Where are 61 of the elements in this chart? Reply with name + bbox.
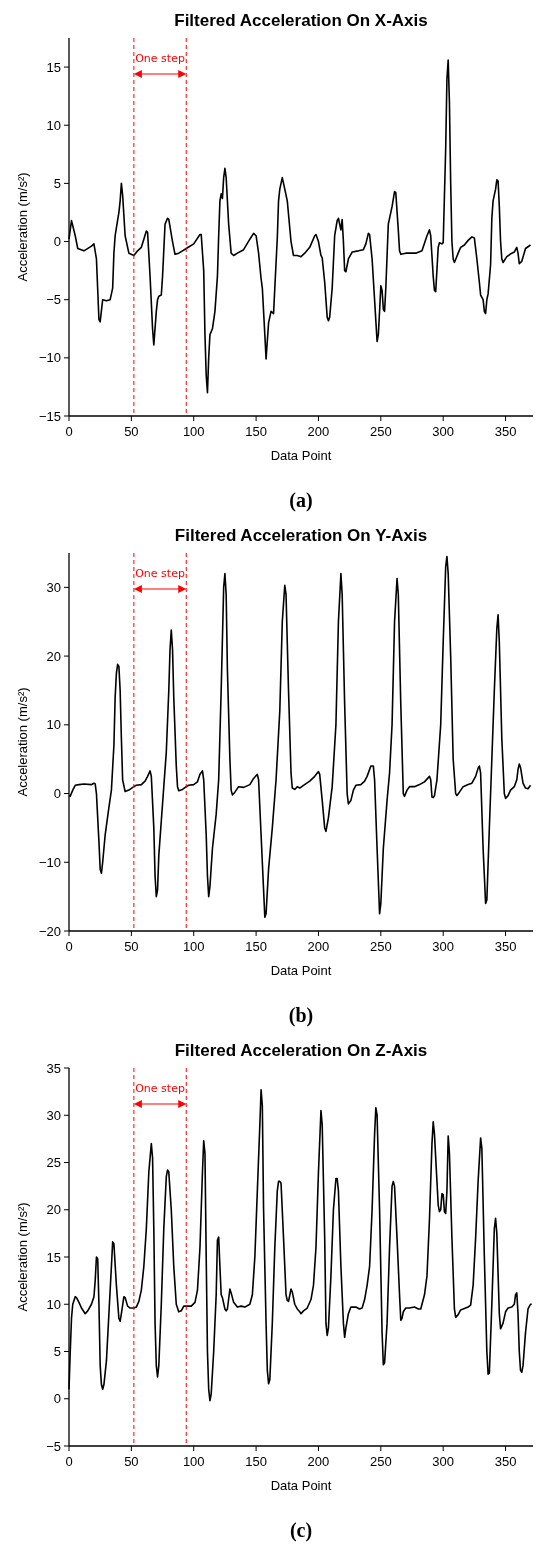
x-tick-label: 50 [124, 1454, 139, 1469]
x-tick-label: 100 [182, 424, 205, 439]
y-tick-label: 10 [46, 117, 61, 133]
y-tick-label: 5 [53, 1344, 61, 1359]
x-tick-label: 200 [307, 1454, 330, 1469]
y-tick-label: 30 [46, 579, 61, 595]
y-tick-label: 15 [46, 59, 61, 75]
annotation: One step [135, 52, 185, 65]
chart-title: Filtered Acceleration On Z-Axis [174, 1041, 428, 1060]
x-tick-label: 200 [307, 424, 330, 439]
y-tick-label: 20 [46, 1202, 61, 1218]
x-tick-label: 350 [494, 939, 517, 954]
y-axis-title: Acceleration (m/s²) [15, 687, 30, 797]
y-tick-label: −5 [46, 1438, 61, 1454]
x-tick-label: 0 [65, 939, 73, 954]
y-tick-label: −10 [38, 854, 61, 870]
y-tick-label: −5 [46, 292, 61, 308]
x-tick-label: 0 [65, 1454, 73, 1469]
y-tick-label: 0 [53, 786, 61, 802]
text: (a) [289, 489, 313, 512]
x-tick-label: 300 [432, 939, 455, 954]
text: (c) [289, 1519, 313, 1542]
chart-title: Filtered Acceleration On Y-Axis [174, 526, 428, 545]
annotation: One step [135, 1082, 185, 1095]
x-tick-label: 150 [245, 939, 267, 954]
y-tick-label: 10 [46, 717, 61, 733]
x-axis-title: Data Point [270, 448, 332, 463]
y-tick-label: 35 [46, 1060, 61, 1076]
text: (b) [288, 1004, 314, 1027]
x-tick-label: 150 [245, 1454, 267, 1469]
x-tick-label: 350 [494, 1454, 517, 1469]
y-tick-label: 10 [46, 1296, 61, 1312]
y-tick-label: 25 [46, 1155, 61, 1170]
x-tick-label: 0 [65, 424, 73, 439]
y-tick-label: 15 [46, 1249, 61, 1265]
x-tick-label: 100 [182, 1454, 205, 1469]
y-tick-label: −20 [38, 923, 61, 939]
y-tick-label: −15 [38, 408, 61, 424]
x-axis-title: Data Point [270, 963, 332, 978]
annotation: One step [135, 567, 185, 580]
x-tick-label: 50 [124, 424, 139, 439]
x-tick-label: 250 [369, 939, 392, 954]
y-tick-label: 0 [53, 234, 61, 250]
y-axis-title: Acceleration (m/s²) [15, 1202, 30, 1312]
x-tick-label: 350 [494, 424, 517, 439]
y-tick-label: −10 [38, 350, 61, 366]
x-axis-title: Data Point [270, 1478, 332, 1493]
x-tick-label: 150 [245, 424, 267, 439]
y-axis-title: Acceleration (m/s²) [15, 172, 30, 282]
chart-title: Filtered Acceleration On X-Axis [174, 11, 428, 30]
x-tick-label: 300 [432, 424, 455, 439]
x-tick-label: 250 [369, 1454, 392, 1469]
x-tick-label: 300 [432, 1454, 455, 1469]
y-tick-label: 5 [53, 175, 61, 191]
x-tick-label: 250 [369, 424, 392, 439]
y-tick-label: 20 [46, 648, 61, 664]
x-tick-label: 100 [182, 939, 205, 954]
x-tick-label: 200 [307, 939, 330, 954]
y-tick-label: 0 [53, 1391, 61, 1407]
y-tick-label: 30 [46, 1107, 61, 1123]
x-tick-label: 50 [124, 939, 139, 954]
